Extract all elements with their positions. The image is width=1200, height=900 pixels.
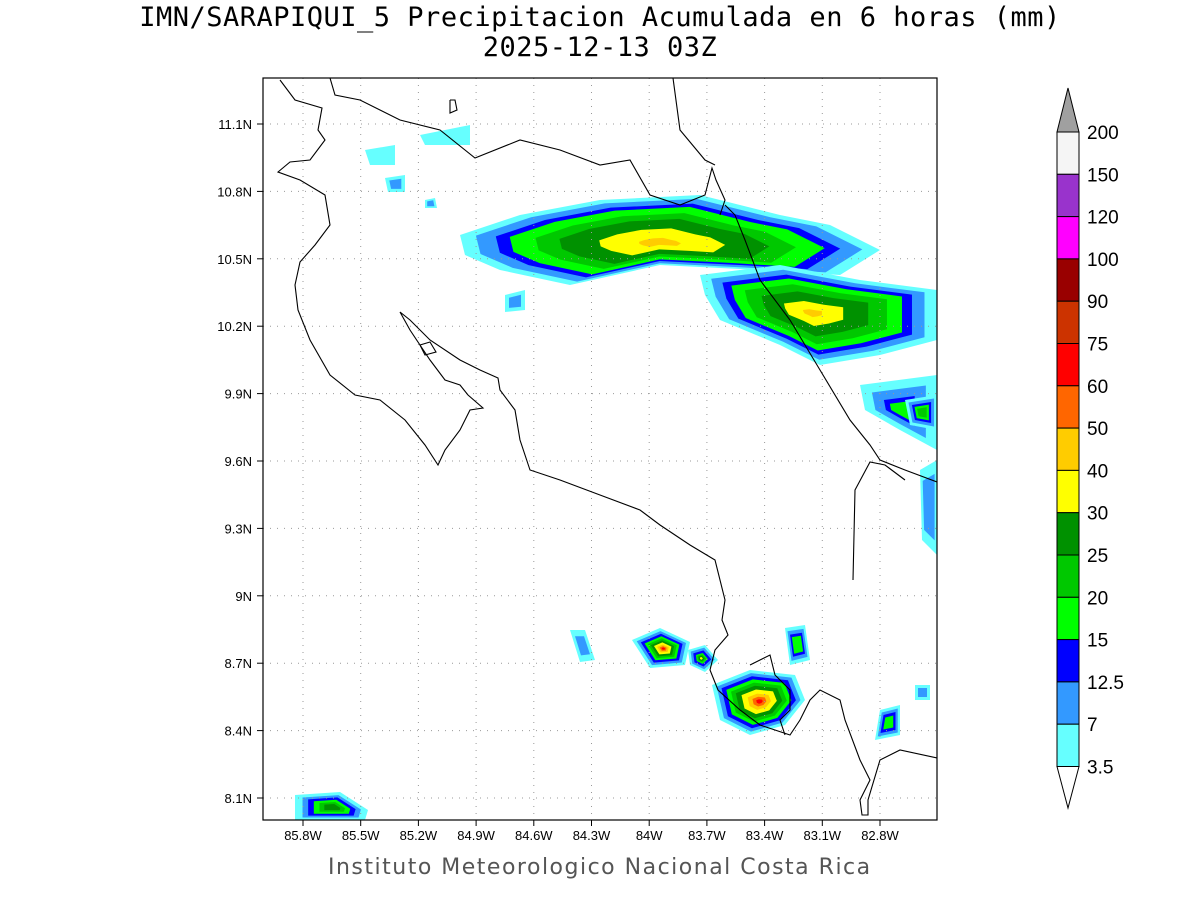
lon-tick-label: 84W [636,828,663,843]
colorbar-label: 75 [1087,335,1108,356]
colorbar-label: 90 [1087,292,1108,313]
lon-tick-label: 84.6W [515,828,553,843]
precip-contour [917,407,927,418]
colorbar-label: 60 [1087,377,1108,398]
lon-tick-label: 85.5W [342,828,380,843]
colorbar-label: 150 [1087,165,1119,186]
colorbar-over-arrow [1056,87,1080,133]
map-frame [262,77,938,821]
colorbar-segment [1056,681,1080,725]
colorbar-segment [1056,216,1080,260]
coastline [276,79,937,816]
precip-contour [791,635,804,654]
precip-contour [756,699,763,704]
colorbar-label: 20 [1087,588,1108,609]
colorbar-segment [1056,300,1080,345]
coastline [672,78,716,166]
lon-tick-label: 84.9W [457,828,495,843]
precip-contour [889,401,910,420]
footer-credit: Instituto Meteorologico Nacional Costa R… [328,855,872,880]
precip-contour [802,309,822,318]
coastline [329,78,726,216]
colorbar-label: 25 [1087,546,1108,567]
lat-tick-label: 10.5N [217,252,252,267]
lon-tick-label: 85.2W [400,828,438,843]
precip-contour [918,688,927,697]
precip-contour [324,804,341,811]
grid-lines [263,78,937,820]
map-title: IMN/SARAPIQUI_5 Precipitacion Acumulada … [139,2,1061,33]
lon-tick-label: 84.3W [573,828,611,843]
colorbar-label: 3.5 [1087,758,1113,779]
coastline [852,461,906,581]
colorbar-segment [1056,639,1080,683]
colorbar-segment [1056,469,1080,514]
lat-tick-label: 11.1N [218,117,252,132]
coastlines [276,78,937,816]
precip-contour [389,178,402,189]
colorbar-segment [1056,173,1080,218]
precip-contour [699,657,703,660]
precip-contour [661,647,665,650]
lon-tick-label: 85.8W [284,828,322,843]
colorbar-segment [1056,427,1080,471]
lat-tick-label: 9.3N [225,521,252,536]
lat-tick-label: 8.4N [225,724,252,739]
colorbar-segment [1056,258,1080,302]
coastline [724,204,937,483]
colorbar: 200 150 120 100 90 75 60 50 40 30 25 20 15 12.5 7 3.5 [1056,87,1124,810]
colorbar-segment [1056,723,1080,768]
lon-tick-label: 82.8W [861,828,899,843]
lat-tick-label: 9.6N [225,454,252,469]
colorbar-label: 12.5 [1087,673,1124,694]
colorbar-label: 7 [1087,715,1098,736]
axis-ticks: 85.8W 85.5W 85.2W 84.9W 84.6W 84.3W 84W 83.7W 83… [217,117,899,843]
colorbar-segment [1056,596,1080,641]
lat-tick-label: 8.1N [225,791,252,806]
precip-contour [427,200,435,207]
map-subtitle: 2025-12-13 03Z [482,32,718,63]
coastline [749,654,791,736]
colorbar-label: 200 [1087,123,1119,144]
colorbar-segment [1056,512,1080,556]
colorbar-label: 30 [1087,504,1108,525]
colorbar-label: 100 [1087,250,1119,271]
lat-tick-label: 10.8N [217,184,252,199]
colorbar-segment [1056,554,1080,598]
precip-contour [575,636,590,656]
colorbar-label: 120 [1087,208,1119,229]
lon-tick-label: 83.7W [688,828,726,843]
lat-tick-label: 9N [235,589,252,604]
colorbar-label: 50 [1087,419,1108,440]
precip-contour [365,145,395,165]
colorbar-segment [1056,131,1080,175]
colorbar-segment [1056,343,1080,387]
colorbar-segment [1056,385,1080,429]
precipitation-field [295,125,937,820]
precip-contour [883,715,894,730]
precip-contour [638,237,681,247]
colorbar-label: 15 [1087,631,1108,652]
lat-tick-label: 8.7N [225,656,252,671]
precip-contour [420,125,470,145]
lat-tick-label: 10.2N [217,319,252,334]
lat-tick-label: 9.9N [225,387,252,402]
precip-contour [922,473,935,541]
colorbar-under-arrow [1056,766,1080,810]
coastline [449,99,458,114]
coastline [419,341,437,356]
lon-tick-label: 83.4W [746,828,784,843]
colorbar-label: 40 [1087,461,1108,482]
precip-contour [509,294,521,308]
lon-tick-label: 83.1W [804,828,842,843]
